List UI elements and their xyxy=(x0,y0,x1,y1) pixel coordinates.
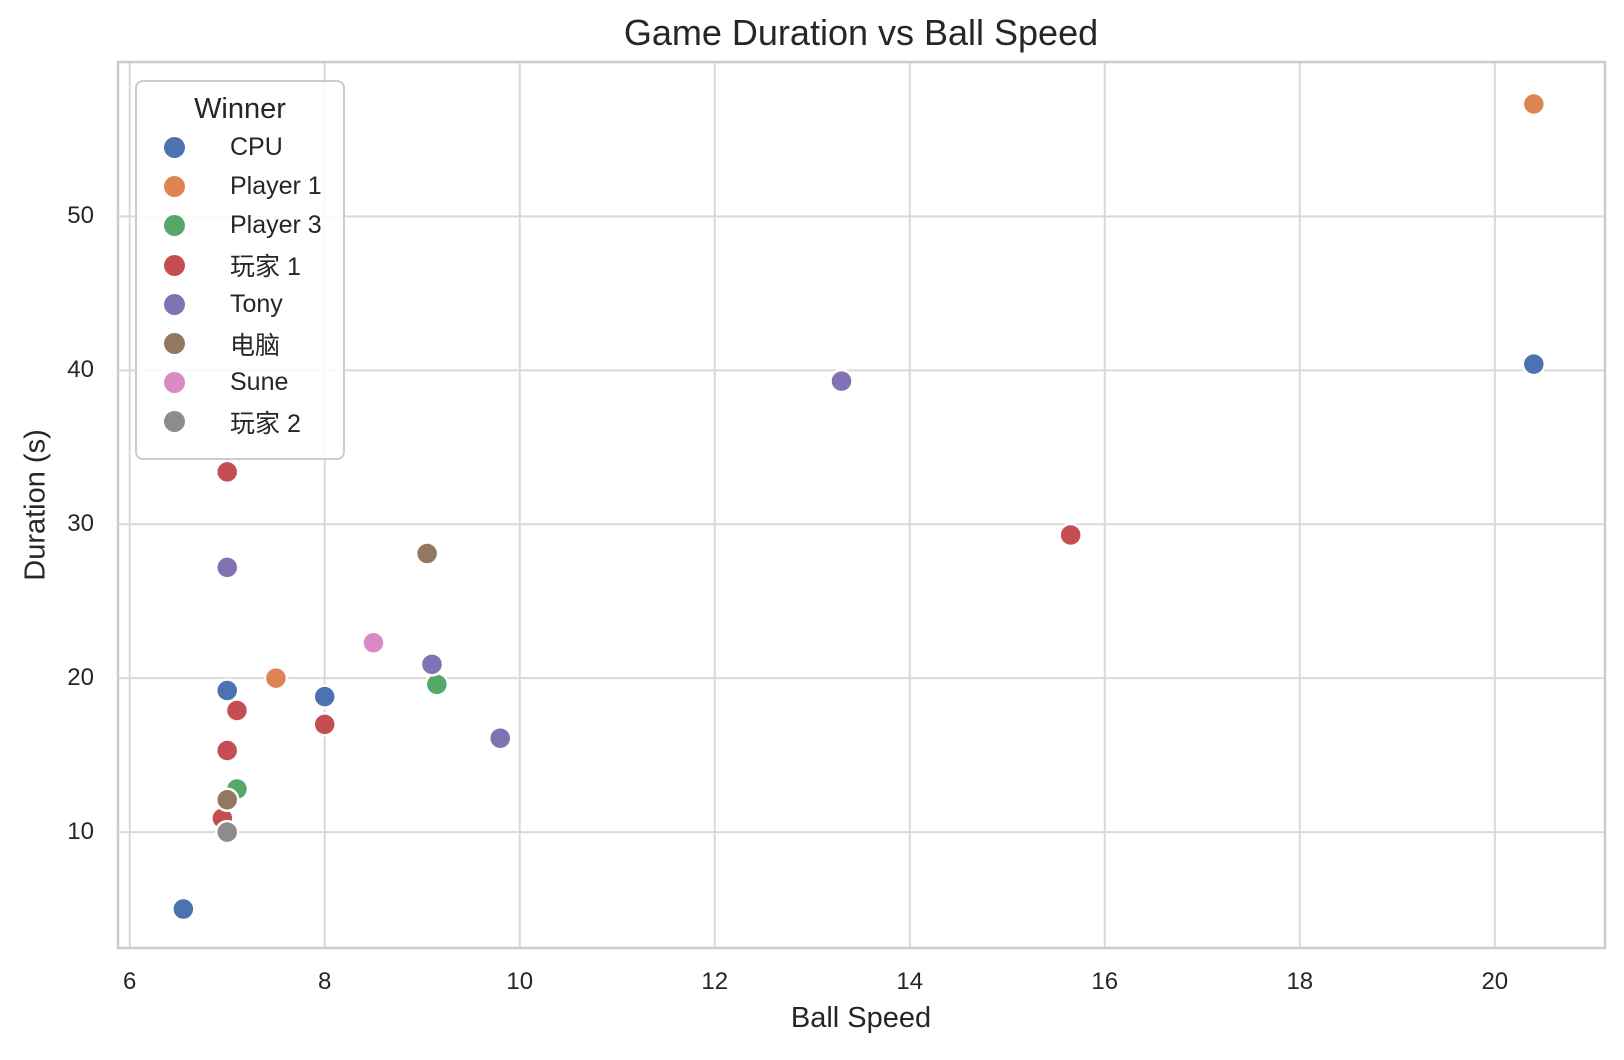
legend-item-label: Sune xyxy=(230,368,289,397)
legend-marker-icon xyxy=(164,411,185,433)
data-point xyxy=(1521,91,1547,117)
data-point xyxy=(312,684,337,709)
data-point xyxy=(214,787,240,813)
data-point xyxy=(214,738,240,763)
data-point xyxy=(214,459,240,485)
data-point xyxy=(424,672,450,697)
legend-rows: CPU Player 1 Player 3 玩家 1 Tony 电脑 Sune 玩家 2 xyxy=(137,128,343,442)
x-tick-label: 14 xyxy=(896,968,924,995)
legend-marker-icon xyxy=(164,176,185,198)
data-point xyxy=(214,678,240,703)
legend-item: Sune xyxy=(137,363,343,402)
legend-item-label: Player 1 xyxy=(230,172,322,201)
x-tick-label: 10 xyxy=(506,968,534,995)
data-point xyxy=(1521,351,1547,377)
data-point xyxy=(419,652,445,677)
legend-item-label: Player 3 xyxy=(230,211,322,240)
x-tick-label: 12 xyxy=(701,968,729,995)
data-point xyxy=(361,630,386,656)
y-tick-label: 10 xyxy=(67,818,94,846)
x-axis-label: Ball Speed xyxy=(790,1002,932,1034)
data-point xyxy=(312,712,337,737)
legend-item: 玩家 2 xyxy=(137,402,343,441)
data-point xyxy=(1058,522,1083,548)
plot-border xyxy=(116,60,1607,950)
legend-item: Player 1 xyxy=(137,167,343,206)
legend-marker-icon xyxy=(164,254,185,276)
legend: Winner CPU Player 1 Player 3 玩家 1 Tony 电脑 Sune… xyxy=(135,80,345,460)
legend-marker-icon xyxy=(164,333,185,355)
x-tick-label: 18 xyxy=(1286,968,1314,995)
legend-marker-icon xyxy=(164,215,185,237)
data-point xyxy=(414,541,440,566)
legend-item: Tony xyxy=(137,285,343,324)
legend-item: 电脑 xyxy=(137,324,343,363)
y-tick-label: 50 xyxy=(67,202,94,230)
x-tick-label: 16 xyxy=(1091,968,1119,995)
legend-item-label: 玩家 1 xyxy=(230,253,301,282)
legend-title: Winner xyxy=(194,93,286,125)
y-tick-label: 30 xyxy=(67,510,94,538)
legend-item-label: CPU xyxy=(230,133,283,162)
y-axis-label: Duration (s) xyxy=(19,429,52,581)
data-point xyxy=(214,819,240,845)
legend-item: 玩家 1 xyxy=(137,246,343,285)
legend-item-label: Tony xyxy=(230,289,283,318)
data-point xyxy=(171,896,196,922)
data-point xyxy=(224,698,250,723)
legend-marker-icon xyxy=(164,137,185,159)
y-tick-label: 40 xyxy=(67,356,94,384)
legend-item: Player 3 xyxy=(137,206,343,245)
x-tick-label: 20 xyxy=(1481,968,1509,995)
legend-item-label: 玩家 2 xyxy=(230,409,301,438)
y-tick-label: 20 xyxy=(67,664,94,692)
legend-item-label: 电脑 xyxy=(230,331,281,360)
x-tick-label: 8 xyxy=(318,968,332,995)
data-point xyxy=(263,665,289,691)
legend-item: CPU xyxy=(137,128,343,167)
legend-marker-icon xyxy=(164,293,185,315)
data-point xyxy=(487,725,513,751)
legend-marker-icon xyxy=(164,372,185,394)
data-point xyxy=(214,555,240,580)
data-point xyxy=(829,368,854,394)
chart-title: Game Duration vs Ball Speed xyxy=(623,12,1099,53)
x-tick-label: 6 xyxy=(123,968,137,995)
